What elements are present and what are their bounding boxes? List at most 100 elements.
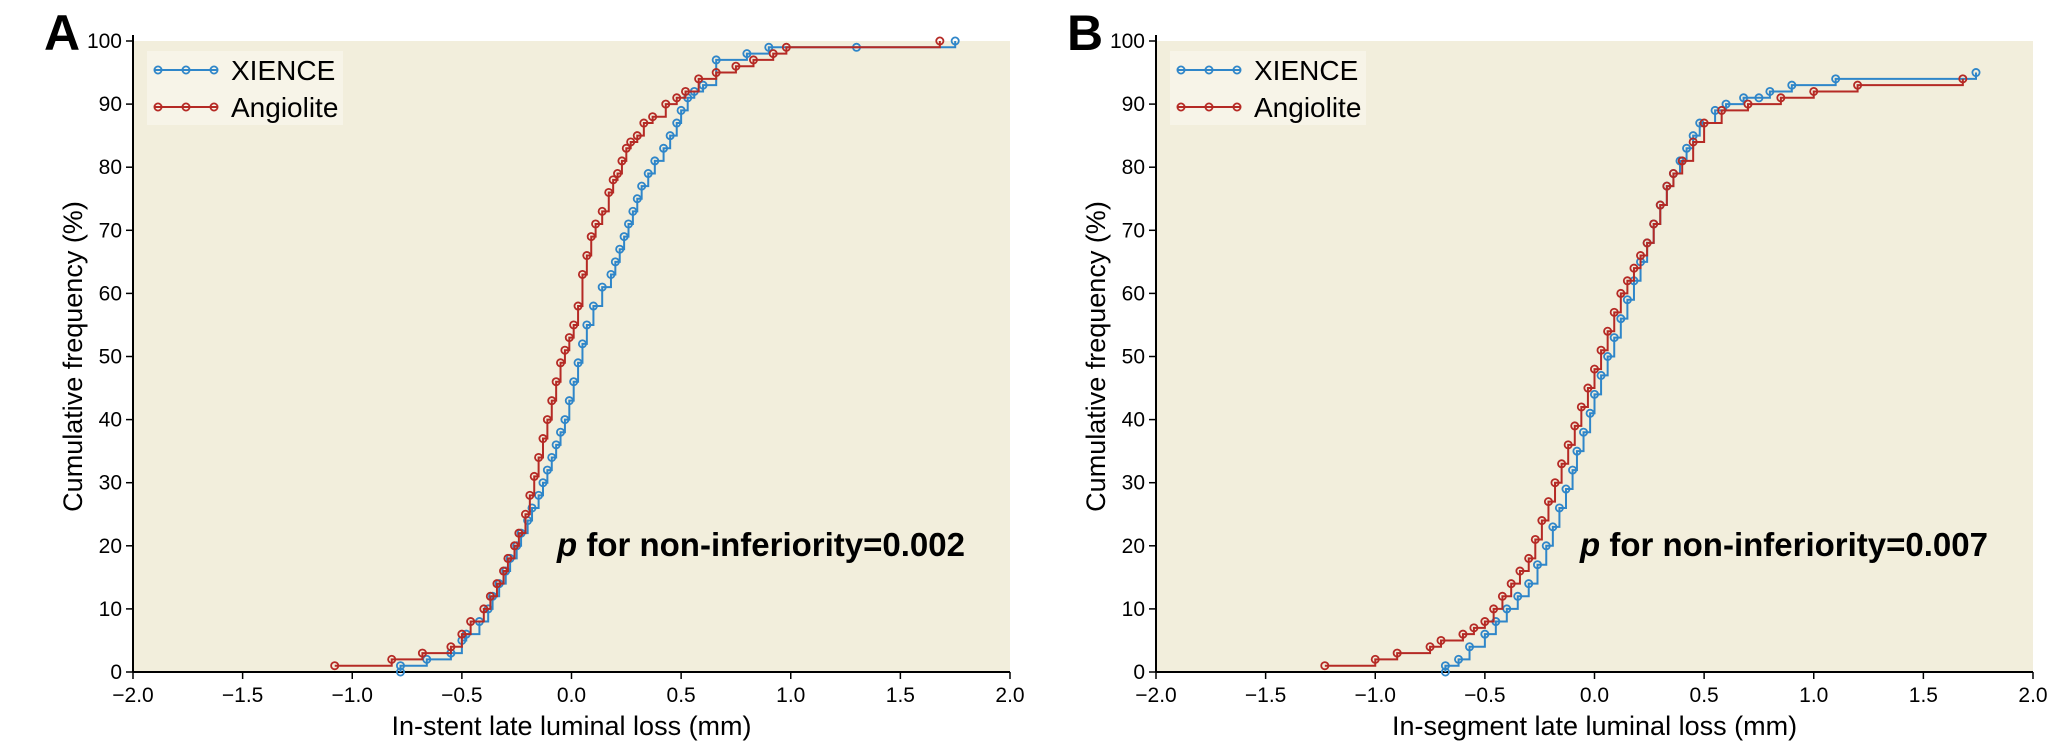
data-point [573,301,583,311]
data-point [1688,137,1698,147]
y-tick-label: 80 [99,156,122,179]
data-point [529,471,539,481]
series-angiolite [330,36,945,671]
data-point [499,566,509,576]
x-tick-label: −1.5 [1245,684,1286,707]
y-tick-label: 30 [99,472,122,495]
data-point [457,629,467,639]
data-point [538,478,548,488]
data-point [1579,427,1589,437]
series-xience [1440,68,1981,677]
legend-swatch-marker [1232,65,1242,75]
data-point [547,452,557,462]
data-point [564,396,574,406]
x-axis-title: In-stent late luminal loss (mm) [391,711,751,741]
data-point [417,648,427,658]
data-point [681,86,691,96]
data-point [1320,661,1330,671]
legend-swatch-marker [1176,102,1186,112]
legend-label: XIENCE [1254,55,1358,86]
data-point [1590,364,1600,374]
y-tick-label: 70 [99,219,122,242]
y-tick-label: 90 [99,93,122,116]
y-tick-label: 50 [99,346,122,369]
data-point [520,509,530,519]
data-point [1561,484,1571,494]
legend-swatch-marker [1204,102,1214,112]
data-point [619,232,629,242]
data-point [1541,541,1551,551]
data-point [466,617,476,627]
y-tick-label: 90 [1122,93,1145,116]
data-point [1677,156,1687,166]
data-point [650,156,660,166]
x-tick-label: 2.0 [995,684,1024,707]
y-axis-title: Cumulative frequency (%) [1081,201,1111,512]
legend-swatch-marker [1176,65,1186,75]
data-point [542,415,552,425]
data-point [1458,629,1468,639]
data-point [950,36,960,46]
y-tick-label: 40 [99,409,122,432]
x-tick-label: 1.0 [776,684,805,707]
data-point [1480,617,1490,627]
legend-swatch-marker [209,102,219,112]
y-tick-label: 10 [99,598,122,621]
data-point [1958,74,1968,84]
data-point [672,93,682,103]
data-point [1831,74,1841,84]
data-point [1616,288,1626,298]
data-point [1489,604,1499,614]
data-point [569,377,579,387]
p-value-annotation: p for non-inferiority=0.002 [556,526,965,563]
data-point [1568,465,1578,475]
data-point [1590,389,1600,399]
data-point [551,377,561,387]
data-point [1454,654,1464,664]
data-point [582,251,592,261]
data-point [1682,143,1692,153]
data-point [1622,295,1632,305]
panel-a: A 0 10 20 30 40 50 60 70 80 90 100 −2.0 −1.5 −1.0 −0.5 0… [44,5,1025,741]
data-point [1642,238,1652,248]
data-point [597,206,607,216]
data-point [591,219,601,229]
data-point [1506,579,1516,589]
legend-box [147,51,343,125]
y-tick-label: 30 [1122,472,1145,495]
data-point [556,358,566,368]
y-tick-label: 100 [87,30,122,53]
legend-swatch-marker [1232,102,1242,112]
x-tick-label: −2.0 [1135,684,1176,707]
legend-swatch-marker [153,65,163,75]
data-point [492,579,502,589]
y-tick-label: 60 [1122,282,1145,305]
data-point [577,339,587,349]
series-line-xience [1444,72,1977,672]
p-value-annotation: p for non-inferiority=0.007 [1579,526,1988,563]
y-tick-label: 50 [1122,346,1145,369]
data-point [1629,263,1639,273]
data-point [1668,169,1678,179]
x-tick-label: −2.0 [112,684,153,707]
data-point [637,181,647,191]
p-symbol: p [556,526,577,563]
data-point [1717,105,1727,115]
data-point [639,118,649,128]
data-point [1570,421,1580,431]
data-point [1609,333,1619,343]
y-tick-label: 60 [99,282,122,305]
y-tick-label: 100 [1110,30,1145,53]
data-point [659,143,669,153]
panel-letter: A [44,5,80,61]
p-value-text: for non-inferiority=0.002 [577,526,965,563]
data-point [588,301,598,311]
panel-b: B 0 10 20 30 40 50 60 70 80 90 100 −2.0 −1.5 −1.0 −0.5 0… [1067,5,2048,741]
data-point [1585,408,1595,418]
data-point [613,169,623,179]
data-point [1787,80,1797,90]
data-point [617,156,627,166]
y-tick-label: 80 [1122,156,1145,179]
data-point [1743,99,1753,109]
